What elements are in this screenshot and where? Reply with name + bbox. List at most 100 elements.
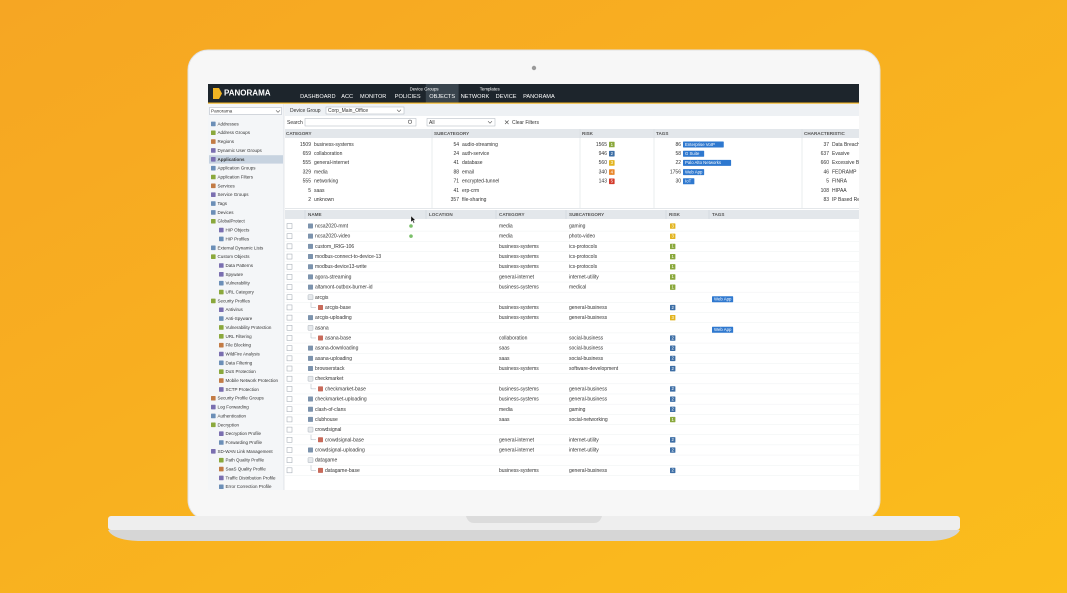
tree-item[interactable]: Forwarding Profile	[226, 440, 263, 445]
tree-item[interactable]: Anti-Spyware	[226, 316, 253, 321]
filter-item[interactable]: Excessive Bandwidth	[832, 160, 879, 166]
tree-item[interactable]: Devices	[218, 210, 235, 215]
scope-value[interactable]: Panorama	[211, 108, 233, 113]
table-column-title[interactable]: RISK	[669, 212, 681, 217]
app-name[interactable]: asana-uploading	[315, 356, 352, 362]
table-column-title[interactable]: LOCATION	[429, 212, 453, 217]
tree-item[interactable]: Data Filtering	[226, 360, 253, 365]
app-name[interactable]: modbus-device13-write	[315, 264, 367, 270]
tree-item[interactable]: Application Groups	[218, 166, 257, 171]
filter-item[interactable]: collaboration	[314, 151, 343, 157]
filter-item[interactable]: FEDRAMP	[832, 169, 857, 175]
filter-item[interactable]: erp-crm	[462, 188, 479, 194]
table-column-title[interactable]: SUBCATEGORY	[569, 212, 604, 217]
app-name[interactable]: arcgis-base	[325, 305, 351, 311]
tree-item[interactable]: DoS Protection	[226, 369, 257, 374]
risk-value[interactable]: 2	[611, 151, 614, 156]
tree-item[interactable]: Traffic Distribution Profile	[226, 475, 277, 480]
app-name[interactable]: arcgis-uploading	[315, 315, 352, 321]
tree-item[interactable]: GlobalProtect	[218, 219, 246, 224]
tag-value[interactable]: Web App	[714, 297, 732, 302]
tree-item[interactable]: Security Profile Groups	[218, 396, 265, 401]
table-column-title[interactable]: CATEGORY	[499, 212, 525, 217]
filter-item[interactable]: media	[314, 169, 328, 175]
app-name[interactable]: crowdsignal	[315, 427, 341, 433]
table-column-title[interactable]: TAGS	[712, 212, 724, 217]
nav-tab[interactable]: NETWORK	[461, 94, 490, 100]
app-name[interactable]: asana-base	[325, 336, 351, 342]
clear-filters[interactable]: Clear Filters	[512, 120, 539, 126]
tree-item[interactable]: Dynamic User Groups	[218, 148, 263, 153]
filter-item[interactable]: database	[462, 160, 483, 166]
filter-item[interactable]: HIPAA	[832, 188, 847, 194]
tree-item[interactable]: SD-WAN Link Management	[218, 449, 274, 454]
tag-value[interactable]: Web App	[714, 327, 732, 332]
risk-value[interactable]: 4	[611, 169, 614, 174]
tree-item[interactable]: Applications	[218, 157, 245, 162]
tree-item[interactable]: HIP Profiles	[226, 236, 250, 241]
app-name[interactable]: asana	[315, 325, 329, 331]
tree-item[interactable]: Regions	[218, 139, 235, 144]
filter-column-title[interactable]: CATEGORY	[286, 131, 312, 136]
nav-tab[interactable]: DASHBOARD	[300, 94, 335, 100]
tree-item[interactable]: Vulnerability	[226, 281, 251, 286]
filter-item[interactable]: IP Based Restrictions	[832, 197, 880, 203]
filter-item[interactable]: FINRA	[832, 179, 848, 185]
tree-item[interactable]: Security Profiles	[218, 298, 251, 303]
nav-tab[interactable]: OBJECTS	[429, 94, 455, 100]
app-name[interactable]: checkmarket-uploading	[315, 397, 367, 403]
app-name[interactable]: crowdsignal-base	[325, 437, 364, 443]
tree-item[interactable]: Decryption	[218, 422, 240, 427]
tree-item[interactable]: Addresses	[218, 121, 240, 126]
filter-item[interactable]: business-systems	[314, 142, 354, 148]
tree-item[interactable]: Authentication	[218, 413, 247, 418]
nav-tab[interactable]: DEVICE	[496, 94, 517, 100]
tag-value[interactable]: Palo Alto Networks	[685, 160, 721, 165]
risk-value[interactable]: 3	[611, 160, 614, 165]
tree-item[interactable]: Mobile Network Protection	[226, 378, 279, 383]
filter-item[interactable]: networking	[314, 179, 338, 185]
table-column-title[interactable]: NAME	[308, 212, 322, 217]
tree-item[interactable]: Tags	[218, 201, 228, 206]
filter-column-title[interactable]: SUBCATEGORY	[434, 131, 469, 136]
filter-item[interactable]: Evasive	[832, 151, 850, 157]
tag-value[interactable]: G Suite	[685, 151, 700, 156]
device-group-value[interactable]: Corp_Main_Office	[328, 108, 368, 114]
tag-value[interactable]: IoT	[685, 179, 692, 184]
filter-item[interactable]: Data Breaches	[832, 142, 866, 148]
tree-item[interactable]: Decryption Profile	[226, 431, 262, 436]
app-name[interactable]: clash-of-clans	[315, 407, 346, 413]
filter-column-title[interactable]: RISK	[582, 131, 594, 136]
filter-item[interactable]: email	[462, 169, 474, 175]
filter-select-value[interactable]: All	[429, 120, 435, 126]
tree-item[interactable]: External Dynamic Lists	[218, 245, 265, 250]
tree-item[interactable]: SCTP Protection	[226, 387, 260, 392]
tree-item[interactable]: Services	[218, 183, 236, 188]
filter-item[interactable]: auth-service	[462, 151, 489, 157]
risk-value[interactable]: 5	[611, 179, 614, 184]
app-name[interactable]: modbus-connect-to-device-13	[315, 254, 381, 260]
app-name[interactable]: asana-downloading	[315, 346, 359, 352]
filter-item[interactable]: audio-streaming	[462, 142, 498, 148]
app-name[interactable]: arcgis	[315, 295, 329, 301]
nav-tab[interactable]: POLICIES	[395, 94, 421, 100]
filter-item[interactable]: file-sharing	[462, 197, 487, 203]
app-name[interactable]: checkmarket	[315, 376, 344, 382]
tree-item[interactable]: File Blocking	[226, 343, 252, 348]
app-name[interactable]: agora-streaming	[315, 274, 352, 280]
tree-item[interactable]: Service Groups	[218, 192, 250, 197]
tree-item[interactable]: URL Category	[226, 290, 255, 295]
tree-item[interactable]: Data Patterns	[226, 263, 254, 268]
risk-value[interactable]: 1	[611, 142, 614, 147]
nav-tab[interactable]: ACC	[341, 94, 353, 100]
tree-item[interactable]: SaaS Quality Profile	[226, 467, 267, 472]
app-name[interactable]: checkmarket-base	[325, 386, 366, 392]
tree-item[interactable]: Path Quality Profile	[226, 458, 265, 463]
tree-item[interactable]: Antivirus	[226, 307, 244, 312]
tree-item[interactable]: HIP Objects	[226, 228, 251, 233]
nav-tab[interactable]: MONITOR	[360, 94, 386, 100]
tree-item[interactable]: URL Filtering	[226, 334, 253, 339]
app-name[interactable]: custom_IRIG-106	[315, 244, 354, 250]
app-name[interactable]: ncsa2020-mmt	[315, 224, 349, 230]
filter-column-title[interactable]: CHARACTERISTIC	[804, 131, 846, 136]
